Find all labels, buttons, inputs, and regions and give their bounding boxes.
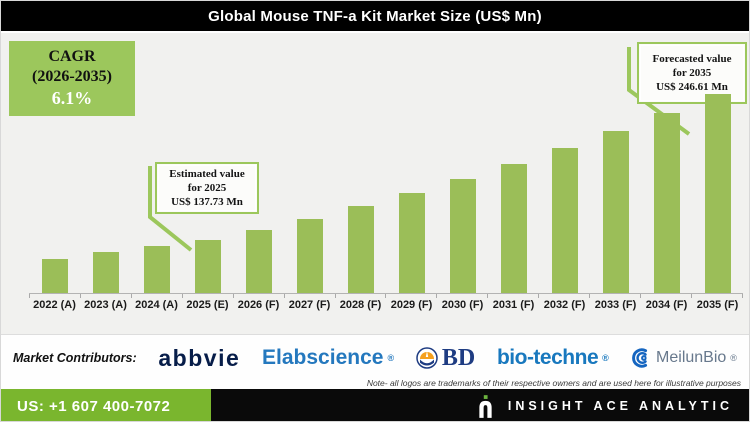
forecasted-value-callout: Forecasted value for 2035 US$ 246.61 Mn — [637, 42, 747, 104]
cagr-label: CAGR — [48, 48, 96, 66]
bar — [704, 94, 731, 293]
elabscience-logo-text: Elabscience — [262, 346, 384, 369]
x-axis-label: 2030 (F) — [441, 299, 484, 311]
x-axis-label: 2035 (F) — [696, 299, 739, 311]
trademark-note: Note- all logos are trademarks of their … — [366, 378, 741, 388]
x-axis-label: 2029 (F) — [390, 299, 433, 311]
x-axis-label: 2028 (F) — [339, 299, 382, 311]
insight-ace-logo-icon — [479, 394, 492, 418]
x-axis-label: 2024 (A) — [135, 299, 178, 311]
axis-tick — [590, 294, 642, 298]
bar-column — [80, 252, 131, 293]
bar — [347, 206, 374, 293]
elabscience-logo: Elabscience ® — [262, 346, 394, 370]
axis-tick — [336, 294, 387, 298]
meilunbio-waves-icon — [632, 348, 648, 368]
x-axis-label: 2032 (F) — [543, 299, 586, 311]
x-axis-label: 2033 (F) — [594, 299, 637, 311]
bar-column — [692, 94, 743, 293]
x-axis-label: 2034 (F) — [645, 299, 688, 311]
cagr-value: 6.1% — [51, 88, 93, 109]
axis-tick — [81, 294, 132, 298]
callout-value: US$ 246.61 Mn — [656, 81, 728, 94]
page-title: Global Mouse TNF-a Kit Market Size (US$ … — [1, 1, 749, 33]
bars — [29, 33, 743, 294]
x-axis-label: 2031 (F) — [492, 299, 535, 311]
axis-tick — [386, 294, 438, 298]
meilunbio-logo-text: MeilunBio — [656, 349, 727, 366]
callout-text: for 2035 — [672, 66, 712, 79]
bar-column — [335, 206, 386, 293]
bar — [92, 252, 119, 293]
bar — [602, 131, 629, 293]
callout-text: for 2025 — [187, 181, 227, 194]
bd-logo: BD — [416, 345, 475, 372]
axis-tick — [437, 294, 489, 298]
bar-column — [386, 193, 437, 293]
abbvie-logo: abbvie — [158, 345, 240, 372]
estimated-value-callout: Estimated value for 2025 US$ 137.73 Mn — [155, 162, 259, 214]
bar-column — [233, 230, 284, 293]
plot: 2022 (A) 2023 (A) 2024 (A) 2025 (E) 2026 (F)… — [29, 33, 743, 334]
phone-number: US: +1 607 400-7072 — [1, 389, 211, 421]
bar — [653, 113, 680, 293]
axis-tick — [29, 294, 81, 298]
bar — [41, 259, 68, 293]
bar — [551, 148, 578, 293]
bar — [449, 179, 476, 293]
callout-text: Forecasted value — [652, 52, 732, 65]
bar-column — [182, 240, 233, 293]
bar-column — [29, 259, 80, 293]
brand-box: INSIGHT ACE ANALYTIC — [211, 389, 749, 421]
axis-tick — [285, 294, 336, 298]
chart-area: CAGR (2026-2035) 6.1% Estimated value fo… — [1, 33, 749, 334]
bar — [296, 219, 323, 293]
x-axis-label: 2026 (F) — [237, 299, 280, 311]
axis-tick — [183, 294, 234, 298]
bar — [194, 240, 221, 293]
bar-column — [437, 179, 488, 293]
cagr-badge: CAGR (2026-2035) 6.1% — [9, 41, 135, 116]
bar-column — [590, 131, 641, 293]
x-axis-label: 2023 (A) — [84, 299, 127, 311]
axis-tick — [692, 294, 743, 298]
registered-mark: ® — [387, 353, 395, 363]
axis-tick — [234, 294, 285, 298]
bar — [245, 230, 272, 293]
bar — [143, 246, 170, 293]
contributors-strip: Market Contributors: abbvie Elabscience ®… — [1, 334, 749, 389]
registered-mark: ® — [730, 353, 737, 363]
axis-tick — [539, 294, 591, 298]
callout-text: Estimated value — [169, 167, 245, 180]
axis-tick — [488, 294, 540, 298]
bd-crown-icon — [416, 347, 438, 369]
x-axis-ticks — [29, 294, 743, 298]
contributors-label: Market Contributors: — [13, 351, 137, 365]
bar-column — [488, 164, 539, 293]
registered-mark: ® — [602, 353, 609, 363]
callout-value: US$ 137.73 Mn — [171, 196, 243, 209]
abbvie-logo-text: abbvie — [158, 344, 241, 371]
bar — [398, 193, 425, 293]
meilunbio-logo: MeilunBio ® — [630, 347, 737, 369]
bottom-bar: US: +1 607 400-7072 INSIGHT ACE ANALYTIC — [1, 389, 749, 421]
bar-column — [641, 113, 692, 293]
x-axis-label: 2025 (E) — [186, 299, 229, 311]
brand-name: INSIGHT ACE ANALYTIC — [507, 399, 733, 413]
bar-column — [539, 148, 590, 293]
axis-tick — [641, 294, 692, 298]
bar-column — [284, 219, 335, 293]
bar — [500, 164, 527, 293]
bio-techne-logo: bio-techne ® — [496, 346, 609, 370]
x-axis-label: 2022 (A) — [33, 299, 76, 311]
bar-column — [131, 246, 182, 293]
contributors-row: Market Contributors: abbvie Elabscience ®… — [1, 338, 749, 378]
x-axis-labels: 2022 (A) 2023 (A) 2024 (A) 2025 (E) 2026 (F)… — [29, 299, 743, 311]
x-axis-label: 2027 (F) — [288, 299, 331, 311]
cagr-period: (2026-2035) — [32, 68, 112, 86]
bd-logo-text: BD — [441, 344, 476, 371]
bio-techne-logo-text: bio-techne — [496, 346, 599, 369]
axis-tick — [132, 294, 183, 298]
